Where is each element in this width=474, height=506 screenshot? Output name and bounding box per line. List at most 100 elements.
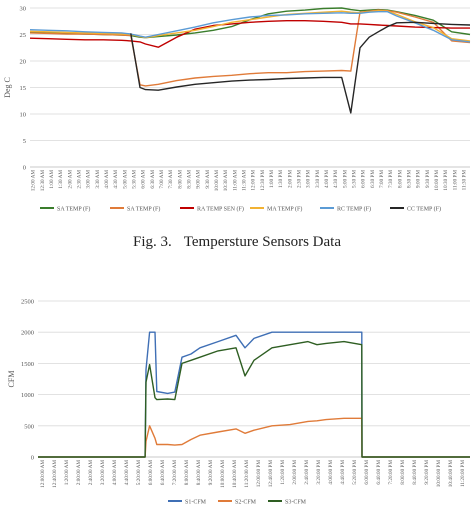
x-tick-label: 12:00:00 AM [40,460,46,488]
y-tick-label: 0 [31,455,34,462]
x-tick-label: 8:00:00 PM [400,460,406,485]
x-tick-label: 9:00 AM [196,170,202,189]
x-tick-label: 4:00 PM [324,170,330,188]
x-tick-label: 9:20:00 PM [424,460,430,485]
y-tick-label: 1500 [21,361,34,368]
x-tick-label: 4:40:00 PM [340,460,346,485]
x-tick-label: 7:20:00 AM [172,460,178,486]
x-tick-label: 3:20:00 PM [316,460,322,485]
x-tick-label: 11:20:00 PM [460,460,466,487]
x-tick-label: 12:30 AM [40,170,46,192]
x-tick-label: 9:20:00 AM [208,460,214,486]
x-tick-label: 11:00 PM [452,170,458,191]
x-tick-label: 3:30 AM [95,170,101,189]
y-axis-title: Deg C [3,77,12,98]
legend-label: RC TEMP (F) [337,206,371,213]
x-tick-label: 12:40:00 AM [52,460,58,488]
x-tick-label: 6:00 AM [141,170,147,189]
x-tick-label: 6:30 PM [370,170,376,188]
x-tick-label: 8:40:00 AM [196,460,202,486]
x-tick-label: 8:00:00 AM [184,460,190,486]
x-tick-label: 1:20:00 AM [64,460,70,486]
x-tick-label: 1:30 PM [278,170,284,188]
legend-label: S2-CFM [235,500,257,506]
legend-label: MA TEMP (F) [267,206,302,213]
x-tick-label: 7:00 PM [379,170,385,188]
x-tick-label: 6:40:00 AM [160,460,166,486]
x-tick-label: 3:20:00 AM [100,460,106,486]
x-tick-label: 3:00 AM [86,170,92,189]
x-tick-label: 2:30 PM [296,170,302,188]
x-tick-label: 4:00 AM [104,170,110,189]
x-tick-label: 8:30 PM [406,170,412,188]
x-tick-label: 2:00:00 AM [76,460,82,486]
x-tick-label: 11:30 AM [241,170,247,191]
y-tick-label: 30 [20,6,27,13]
legend-label: SA TEMP (F) [127,206,160,213]
y-tick-label: 2500 [21,299,34,306]
x-tick-label: 11:20:00 AM [244,460,250,488]
x-tick-label: 6:40:00 PM [376,460,382,485]
y-tick-label: 20 [20,59,27,66]
x-tick-label: 4:40:00 AM [124,460,130,486]
y-tick-label: 0 [23,165,26,172]
series-line-1 [38,331,470,458]
series-line-5 [29,11,471,43]
x-tick-label: 8:40:00 PM [412,460,418,485]
x-tick-label: 9:30 PM [425,170,431,188]
x-tick-label: 10:40:00 AM [232,460,238,488]
x-tick-label: 10:00:00 PM [436,460,442,488]
x-tick-label: 2:40:00 AM [88,460,94,486]
y-tick-label: 15 [20,85,27,92]
y-axis-title: CFM [7,371,16,388]
y-tick-label: 500 [24,423,34,430]
x-tick-label: 8:00 AM [177,170,183,189]
x-tick-label: 4:30 PM [333,170,339,188]
series-line-3 [38,340,470,458]
x-tick-label: 4:00:00 AM [112,460,118,486]
y-tick-label: 25 [20,32,27,39]
x-tick-label: 8:30 AM [186,170,192,189]
x-tick-label: 9:30 AM [205,170,211,189]
x-tick-label: 4:00:00 PM [328,460,334,485]
x-tick-label: 1:30 AM [58,170,64,189]
x-tick-label: 6:00 PM [361,170,367,188]
figure-title: Tempersture Sensors Data [183,234,341,250]
x-tick-label: 10:30 PM [443,170,449,191]
x-tick-label: 6:30 AM [150,170,156,189]
x-tick-label: 3:00 PM [306,170,312,188]
x-tick-label: 5:20:00 PM [352,460,358,485]
series-line-2 [38,417,470,458]
legend-label: RA TEMP SEN (F) [197,206,244,213]
series-line-2 [29,9,471,87]
x-tick-label: 10:40:00 PM [448,460,454,488]
x-tick-label: 10:00:00 AM [220,460,226,488]
x-tick-label: 1:00 AM [49,170,55,189]
x-tick-label: 2:00 PM [287,170,293,188]
x-tick-label: 5:30 AM [131,170,137,189]
x-tick-label: 11:00 AM [232,170,238,191]
x-tick-label: 7:30 PM [388,170,394,188]
x-tick-label: 6:00:00 PM [364,460,370,485]
series-line-6 [130,21,471,114]
x-tick-label: 6:00:00 AM [148,460,154,486]
legend-label: SA TEMP (F) [57,206,90,213]
x-tick-label: 2:00:00 PM [292,460,298,485]
x-tick-label: 8:00 PM [397,170,403,188]
airflow-chart: 0 500 1000 1500 2000 2500 CFM 12:00:00 AM 12:40:… [7,299,470,506]
x-tick-label: 1:20:00 PM [280,460,286,485]
x-tick-label: 10:00 AM [214,170,220,192]
y-tick-label: 5 [23,138,26,145]
figure-label: Fig. 3. [132,234,172,250]
x-tick-label: 1:00 PM [269,170,275,188]
x-tick-label: 2:00 AM [67,170,73,189]
figure-caption: Fig. 3. Tempersture Sensors Data [0,234,474,251]
x-tick-label: 3:30 PM [315,170,321,188]
x-tick-label: 12:00 PM [251,170,257,191]
x-tick-label: 2:40:00 PM [304,460,310,485]
x-tick-label: 12:00:00 PM [256,460,262,488]
x-tick-label: 9:00 PM [416,170,422,188]
x-tick-label: 5:00 PM [342,170,348,188]
x-tick-label: 7:30 AM [168,170,174,189]
y-tick-label: 1000 [21,392,34,399]
